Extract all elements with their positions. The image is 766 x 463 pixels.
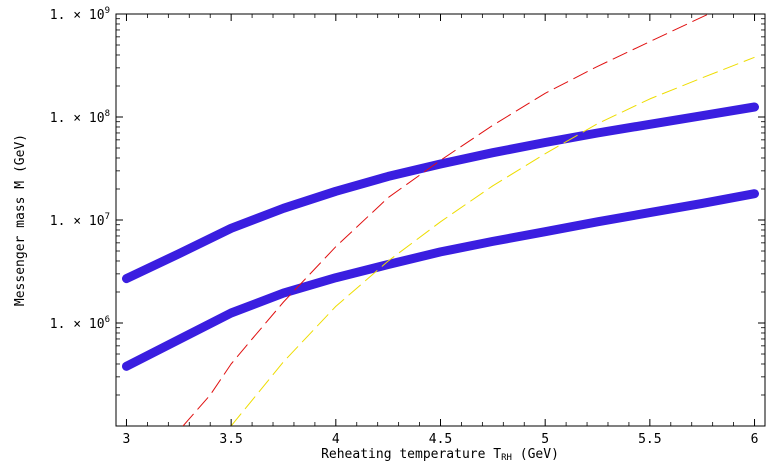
x-axis-ticks: 3 3.5 4 4.5 5 5.5 6 bbox=[123, 14, 759, 447]
x-tick-label: 3.5 bbox=[219, 432, 242, 447]
series-layer bbox=[122, 14, 759, 426]
x-tick-label: 5 bbox=[541, 432, 549, 447]
x-axis-title: Reheating temperature TRH (GeV) bbox=[321, 447, 559, 463]
y-axis-ticks: 1. × 106 1. × 107 1. × 108 1. × 109 bbox=[50, 6, 765, 396]
y-tick-label: 1. × 107 bbox=[50, 212, 110, 229]
x-axis-title-subscript: RH bbox=[501, 453, 512, 463]
series-line-3 bbox=[182, 14, 709, 426]
x-tick-label: 4.5 bbox=[429, 432, 452, 447]
y-tick-label: 1. × 108 bbox=[50, 109, 110, 126]
x-tick-label: 6 bbox=[751, 432, 759, 447]
series-line-4 bbox=[230, 56, 755, 426]
x-tick-label: 4 bbox=[332, 432, 340, 447]
series-line-1 bbox=[122, 102, 759, 284]
plot-frame bbox=[115, 13, 766, 427]
y-tick-label: 1. × 109 bbox=[50, 6, 110, 23]
x-tick-label: 3 bbox=[123, 432, 131, 447]
y-tick-label: 1. × 106 bbox=[50, 315, 110, 332]
x-tick-label: 5.5 bbox=[638, 432, 661, 447]
y-axis-title: Messenger mass M (GeV) bbox=[13, 134, 28, 306]
series-line-2 bbox=[122, 189, 759, 371]
